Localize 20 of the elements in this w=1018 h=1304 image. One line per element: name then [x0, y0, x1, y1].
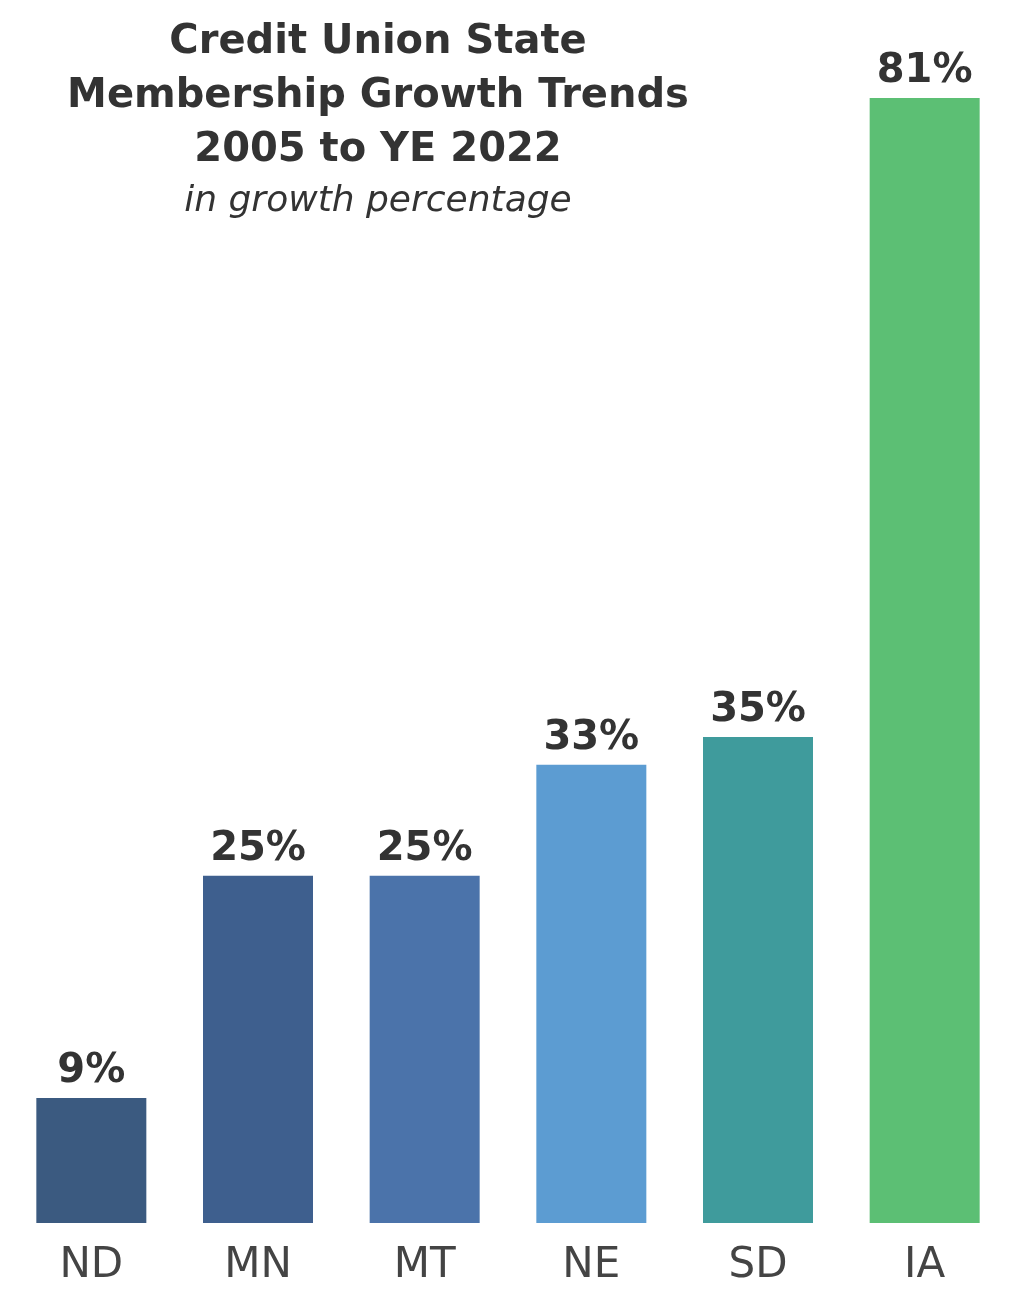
data-label: 81%: [876, 45, 973, 91]
x-tick-label: MT: [393, 1237, 456, 1287]
chart-title: Credit Union State Membership Growth Trends 2005 to YE 2022: [66, 15, 690, 172]
x-tick-label: IA: [904, 1237, 946, 1287]
bar: [36, 1098, 147, 1223]
data-label: 33%: [543, 711, 640, 758]
data-label: 35%: [710, 683, 806, 730]
x-tick-label: SD: [728, 1237, 788, 1287]
data-label: 25%: [210, 822, 306, 869]
bar: [703, 736, 813, 1223]
x-tick-label: ND: [59, 1237, 124, 1287]
bar: [869, 98, 980, 1223]
bar: [536, 764, 647, 1223]
text: in growth percentage: [183, 178, 573, 219]
x-tick-label: MN: [224, 1237, 292, 1287]
data-label: 25%: [376, 822, 473, 869]
bar: [369, 875, 480, 1223]
bar: [203, 875, 313, 1223]
x-tick-label: NE: [562, 1237, 621, 1287]
data-label: 9%: [57, 1045, 126, 1091]
